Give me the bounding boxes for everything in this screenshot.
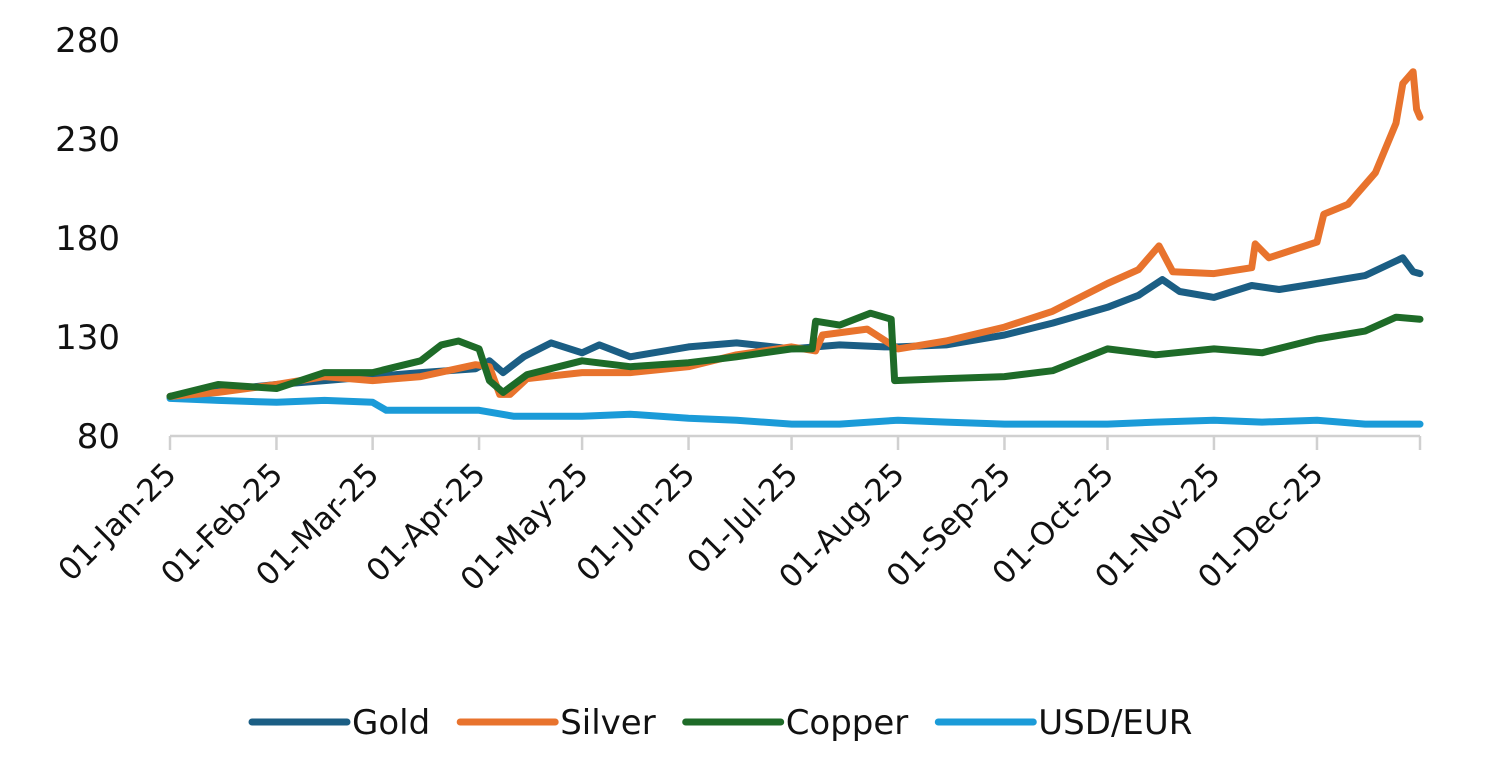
legend-item-gold: Gold bbox=[248, 703, 430, 743]
y-axis-ticks: 80 130 180 230 280 bbox=[55, 21, 120, 457]
series-line-copper bbox=[166, 309, 1424, 400]
legend-item-copper: Copper bbox=[682, 703, 909, 743]
legend-label: USD/EUR bbox=[1038, 703, 1192, 743]
y-tick-label: 280 bbox=[55, 21, 120, 61]
legend-item-usd-eur: USD/EUR bbox=[934, 703, 1192, 743]
series-layer bbox=[166, 68, 1424, 428]
legend-item-silver: Silver bbox=[456, 703, 656, 743]
series-line-usd-eur bbox=[166, 394, 1424, 428]
y-tick-label: 230 bbox=[55, 120, 120, 160]
x-axis-ticks: 01-Jan-2501-Feb-2501-Mar-2501-Apr-2501-M… bbox=[52, 456, 1331, 598]
y-tick-label: 130 bbox=[55, 318, 120, 358]
y-tick-label: 80 bbox=[77, 417, 120, 457]
legend-label: Gold bbox=[352, 703, 430, 743]
legend: Gold Silver Copper USD/EUR bbox=[248, 703, 1192, 743]
axis-layer bbox=[168, 434, 1422, 450]
legend-label: Silver bbox=[560, 703, 656, 743]
y-tick-label: 180 bbox=[55, 219, 120, 259]
legend-label: Copper bbox=[786, 703, 909, 743]
